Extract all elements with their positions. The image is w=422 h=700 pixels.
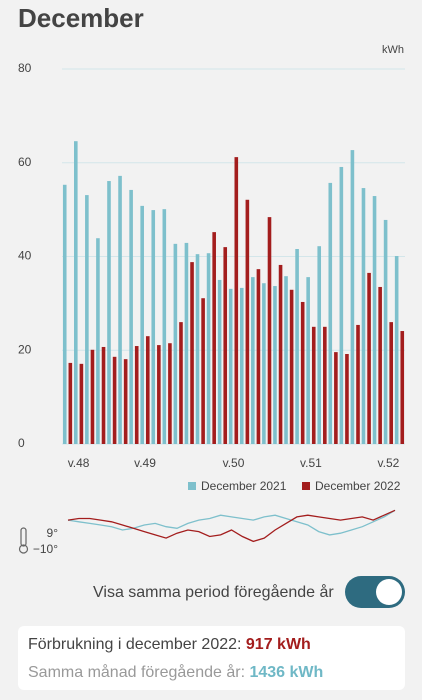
bar — [339, 166, 344, 444]
temperature-line — [67, 509, 396, 543]
toggle-knob[interactable] — [376, 579, 402, 605]
bar — [112, 356, 117, 444]
x-tick-label: v.52 — [378, 456, 400, 470]
bar — [267, 217, 272, 444]
bar — [85, 195, 89, 444]
bar — [118, 175, 122, 444]
bar — [129, 189, 133, 444]
bar — [378, 286, 382, 444]
bar — [295, 249, 299, 444]
y-tick-label: 60 — [18, 155, 32, 169]
bar — [173, 243, 178, 444]
current-label: Förbrukning i december 2022: — [28, 636, 242, 653]
bar — [134, 346, 139, 444]
x-tick-label: v.49 — [134, 456, 156, 470]
bar — [323, 326, 327, 444]
bar — [361, 188, 366, 444]
bar — [228, 288, 233, 444]
y-tick-label: 9° — [47, 526, 59, 540]
bar — [306, 277, 310, 444]
bar — [151, 210, 156, 444]
bar — [245, 199, 250, 444]
bar — [389, 322, 394, 444]
bar — [350, 150, 355, 444]
bar — [300, 301, 305, 444]
bar — [96, 238, 100, 444]
bar — [162, 209, 167, 444]
bar — [195, 254, 200, 444]
bar — [400, 331, 405, 444]
bar — [140, 205, 144, 444]
bar — [251, 277, 255, 444]
bar — [90, 349, 95, 444]
bar — [345, 354, 349, 444]
page-title: December — [18, 3, 144, 33]
bar — [212, 232, 216, 444]
bar — [328, 182, 333, 444]
bar — [256, 269, 261, 444]
bar — [394, 256, 399, 444]
x-tick-label: v.48 — [68, 456, 90, 470]
bar — [123, 359, 128, 444]
y-tick-label: 40 — [18, 249, 32, 263]
temperature-line — [67, 509, 396, 536]
previous-label: Samma månad föregående år: — [28, 664, 246, 681]
bar — [223, 247, 228, 444]
bar — [62, 184, 67, 444]
bar — [184, 242, 189, 444]
bar — [157, 345, 161, 444]
bar — [311, 326, 316, 444]
bar — [68, 362, 73, 444]
y-unit: kWh — [382, 44, 404, 56]
bar — [317, 246, 322, 444]
legend-label: December 2021 — [201, 479, 287, 493]
bar — [201, 298, 205, 444]
bar — [383, 219, 388, 444]
bar — [190, 262, 194, 444]
y-tick-label: 0 — [18, 436, 25, 450]
bar — [356, 324, 360, 444]
bar — [273, 286, 277, 444]
x-tick-label: v.50 — [223, 456, 245, 470]
bar — [73, 141, 78, 444]
bar — [278, 264, 283, 444]
bar — [145, 336, 150, 444]
legend-swatch — [188, 482, 196, 490]
bar — [334, 352, 338, 444]
legend-swatch — [302, 482, 310, 490]
bar — [372, 196, 377, 444]
bar — [101, 346, 106, 444]
bar — [79, 363, 84, 444]
current-value: 917 kWh — [245, 636, 311, 653]
toggle-label[interactable]: Visa samma period föregående år — [93, 583, 334, 601]
x-tick-label: v.51 — [300, 456, 322, 470]
y-tick-label: 20 — [18, 342, 32, 356]
bar — [107, 181, 111, 444]
y-tick-label: −10° — [33, 542, 58, 556]
bar — [234, 157, 239, 444]
bar — [262, 283, 266, 444]
bar — [217, 279, 222, 444]
bar — [179, 322, 183, 444]
legend-label: December 2022 — [315, 479, 401, 493]
thermometer-icon — [18, 527, 29, 554]
chart: December kWh Visa samma period föregåend… — [18, 3, 405, 608]
summary-box: Förbrukning i december 2022: 917 kWh Sam… — [18, 626, 405, 690]
bar — [239, 287, 244, 444]
previous-value: 1436 kWh — [249, 664, 324, 681]
bar — [289, 289, 294, 444]
bar — [168, 343, 172, 444]
bar — [206, 253, 211, 444]
bar — [367, 272, 371, 444]
bar — [284, 276, 288, 444]
y-tick-label: 80 — [18, 61, 32, 75]
